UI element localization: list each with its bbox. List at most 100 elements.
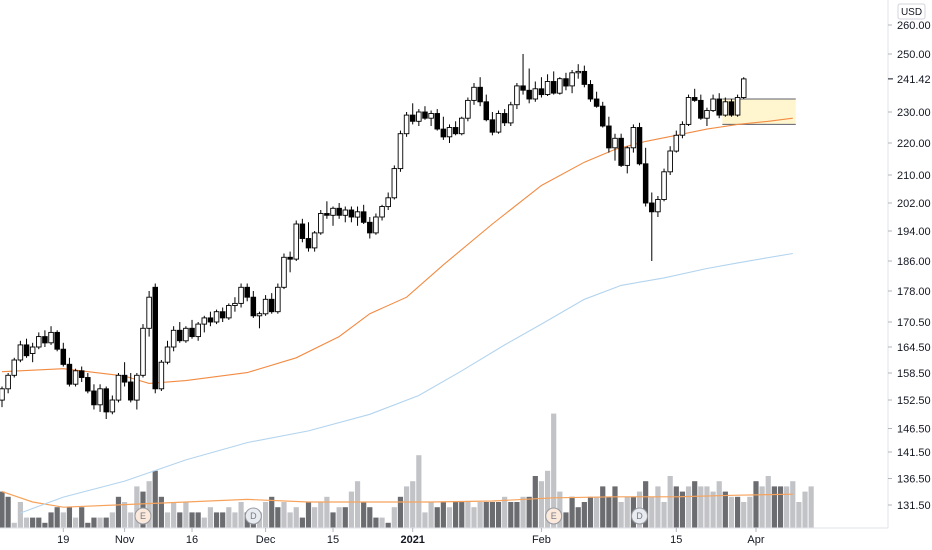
volume-bar <box>164 512 171 528</box>
candle-body <box>250 296 257 317</box>
volume-bar <box>741 502 747 528</box>
candle-body <box>569 72 575 87</box>
volume-bar <box>802 491 808 528</box>
candle-body <box>618 137 624 166</box>
volume-bar <box>54 507 60 528</box>
volume-bar <box>508 502 514 528</box>
candle-body <box>164 346 171 363</box>
currency-label[interactable]: USD <box>897 3 926 20</box>
candle-body <box>60 348 67 365</box>
volume-ma-line <box>1 491 793 508</box>
time-axis[interactable]: 19 Nov 16 Dec 15 2021 Feb 15 Apr <box>57 528 765 546</box>
volume-bar <box>563 512 569 528</box>
candle-body <box>85 377 91 392</box>
volume-bar <box>367 507 373 528</box>
earnings-badge-label: E <box>140 511 146 521</box>
volume-bar <box>667 476 673 528</box>
candle-body <box>606 125 612 149</box>
volume-bar <box>538 481 545 528</box>
candle-body <box>728 101 735 116</box>
volume-bar <box>109 512 115 528</box>
volume-bar <box>11 522 17 528</box>
candle-body <box>416 111 422 122</box>
volume-bar <box>471 507 477 528</box>
price-tick-label: 152.50 <box>897 395 931 407</box>
volume-bar <box>575 507 581 528</box>
candle-body <box>428 113 434 119</box>
volume-bar <box>698 486 704 528</box>
candle-body <box>305 238 312 249</box>
candle-body <box>722 101 729 116</box>
candle-body <box>710 98 716 112</box>
volume-bar <box>655 486 661 528</box>
volume-bar <box>649 496 655 528</box>
price-axis[interactable]: 131.50 136.50 141.50 146.50 152.50 158.50 164.… <box>888 20 931 512</box>
candle-body <box>685 97 692 125</box>
volume-bar <box>183 502 189 528</box>
volume-bar <box>269 496 275 528</box>
volume-bar <box>103 517 109 528</box>
candle-body <box>483 101 490 121</box>
candle-body <box>403 114 410 135</box>
candle-body <box>716 98 722 116</box>
candle-body <box>177 329 183 342</box>
volume-bar <box>544 470 551 528</box>
candle-body <box>299 223 306 239</box>
candle-body <box>207 317 214 323</box>
candle-body <box>275 286 281 313</box>
candle-body <box>66 363 73 385</box>
candle-body <box>281 256 287 288</box>
time-tick-label: 15 <box>327 534 339 546</box>
volume-bar <box>489 502 495 528</box>
volume-bar <box>600 486 606 528</box>
volume-bar <box>97 517 103 528</box>
volume-bar <box>391 507 397 528</box>
volume-bar <box>495 502 502 528</box>
volume-bar <box>453 502 459 528</box>
volume-bar <box>685 486 692 528</box>
volume-bar <box>115 496 122 528</box>
candle-body <box>127 381 134 401</box>
candle-body <box>581 70 588 85</box>
volume-bar <box>281 502 287 528</box>
candle-body <box>367 221 373 234</box>
volume-bar <box>643 481 649 528</box>
candle-body <box>667 150 673 173</box>
currency-label-box <box>897 3 926 20</box>
volume-bar <box>459 502 465 528</box>
dividend-badge <box>631 507 649 525</box>
candle-body <box>563 78 569 87</box>
volume-bar <box>790 481 796 528</box>
volume-bar <box>557 491 563 528</box>
candle-body <box>244 286 250 298</box>
candle-body <box>170 329 177 348</box>
volume-bar <box>514 502 520 528</box>
volume-bar <box>796 502 802 528</box>
volume-bar <box>465 502 471 528</box>
price-tick-label: 158.50 <box>897 368 931 380</box>
candle-body <box>11 359 18 376</box>
candle-body <box>262 298 269 315</box>
volume-bar <box>594 496 600 528</box>
consolidation-box <box>722 98 796 125</box>
volume-bar <box>477 502 483 528</box>
volume-bar <box>189 512 195 528</box>
candle-body <box>97 388 103 406</box>
candle-body <box>238 286 244 304</box>
time-tick-label: Apr <box>747 534 764 546</box>
candle-body <box>158 361 165 390</box>
candle-body <box>91 390 97 406</box>
candle-body <box>195 323 201 338</box>
candle-body <box>293 223 299 260</box>
candle-body <box>624 147 631 166</box>
volume-bar <box>679 491 686 528</box>
volume-bar <box>299 517 305 528</box>
volume-bar <box>91 517 97 528</box>
candle-body <box>465 99 471 119</box>
volume-bar <box>379 517 385 528</box>
volume-bar <box>416 455 422 528</box>
candle-body <box>661 171 667 200</box>
candle-body <box>78 370 85 378</box>
